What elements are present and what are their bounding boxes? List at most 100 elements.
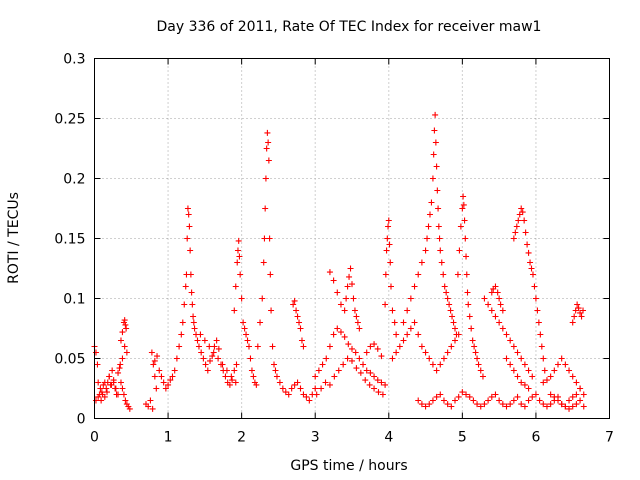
x-axis-label: GPS time / hours [290, 458, 407, 474]
data-point [518, 379, 525, 386]
data-point [323, 355, 330, 362]
data-point [382, 301, 389, 308]
data-point [534, 307, 541, 314]
data-point [98, 397, 105, 404]
data-point [340, 361, 347, 368]
data-point [173, 355, 180, 362]
data-point [195, 343, 202, 350]
data-point [312, 373, 319, 380]
data-point [512, 229, 519, 236]
data-point [215, 345, 222, 352]
data-point [207, 357, 214, 364]
data-point [313, 391, 320, 398]
data-point [452, 325, 458, 332]
data-point [385, 223, 392, 230]
data-point [110, 379, 117, 386]
data-point [285, 391, 292, 398]
data-point [513, 223, 520, 230]
data-point [169, 373, 176, 380]
data-point [525, 367, 532, 374]
data-point [463, 253, 470, 260]
data-point [185, 211, 192, 218]
data-point [363, 349, 370, 356]
y-tick-label: 0.2 [63, 172, 85, 188]
data-point [577, 385, 584, 392]
data-point [262, 175, 269, 182]
data-point [234, 247, 241, 254]
data-point [475, 361, 482, 368]
data-point [160, 379, 167, 386]
data-point [296, 319, 303, 326]
data-point [371, 373, 378, 380]
data-point [375, 389, 382, 396]
data-point [184, 205, 191, 212]
data-point [211, 343, 218, 350]
data-point [236, 253, 243, 260]
data-point [499, 401, 506, 408]
data-point [573, 391, 580, 398]
data-point [525, 249, 532, 256]
data-point [437, 391, 444, 398]
data-point [95, 379, 102, 386]
data-point [253, 381, 260, 388]
data-point [356, 355, 363, 362]
data-point [119, 355, 126, 362]
data-point [117, 337, 124, 344]
data-point [525, 385, 532, 392]
data-point [432, 111, 439, 118]
data-point [191, 325, 198, 332]
data-point [202, 361, 209, 368]
data-point [437, 247, 444, 254]
data-point [182, 283, 189, 290]
data-point [510, 343, 517, 350]
data-point [465, 301, 472, 308]
data-point [426, 401, 433, 408]
data-point [156, 367, 163, 374]
data-point [235, 237, 242, 244]
data-point [330, 331, 337, 338]
data-point [566, 397, 573, 404]
data-point [521, 361, 528, 368]
data-point [422, 247, 429, 254]
data-point [496, 319, 503, 326]
data-point [558, 355, 565, 362]
data-point [575, 305, 582, 312]
data-point [463, 391, 470, 398]
data-point [273, 373, 280, 380]
data-point [497, 301, 504, 308]
data-point [92, 349, 99, 356]
data-point [210, 349, 217, 356]
data-point [201, 337, 208, 344]
data-point [537, 331, 544, 338]
data-point [119, 385, 126, 392]
data-point [117, 361, 124, 368]
data-point [514, 349, 521, 356]
data-point [577, 397, 584, 404]
data-point [411, 319, 418, 326]
data-point [294, 313, 301, 320]
data-point [460, 193, 467, 200]
data-point [92, 397, 99, 404]
data-point [496, 397, 503, 404]
data-point [109, 367, 116, 374]
data-point [263, 145, 270, 152]
data-point [522, 229, 529, 236]
data-point [503, 331, 510, 338]
data-point [374, 377, 381, 384]
data-point [187, 247, 194, 254]
data-point [461, 217, 468, 224]
data-point [541, 367, 548, 374]
data-point [238, 295, 245, 302]
data-point [510, 235, 517, 242]
data-point [440, 355, 447, 362]
data-point [246, 343, 252, 350]
data-point [481, 401, 488, 408]
data-point [190, 319, 197, 326]
data-point [126, 405, 133, 412]
data-point [453, 331, 460, 338]
data-point [198, 349, 205, 356]
data-point [158, 373, 165, 380]
data-point [452, 337, 458, 344]
data-point [384, 235, 391, 242]
data-point [145, 403, 152, 410]
